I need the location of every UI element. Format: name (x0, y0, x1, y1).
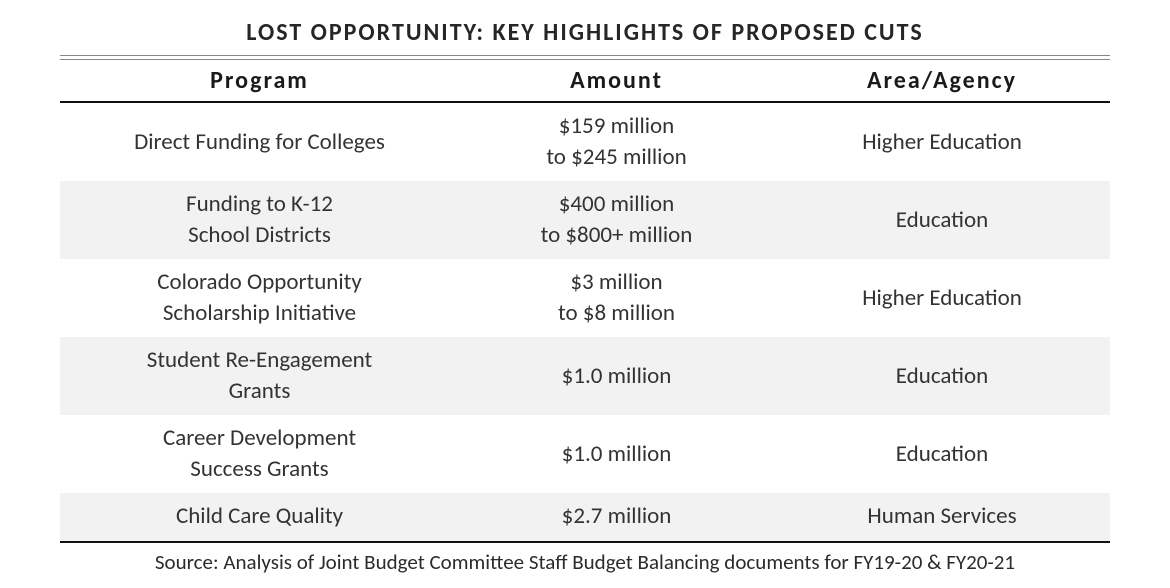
cuts-table: Program Amount Area/Agency Direct Fundin… (60, 60, 1110, 543)
cell-area: Education (774, 337, 1110, 415)
table-container: LOST OPPORTUNITY: KEY HIGHLIGHTS OF PROP… (60, 18, 1110, 575)
table-row: Direct Funding for Colleges $159 million… (60, 102, 1110, 181)
table-row: Student Re-Engagement Grants $1.0 millio… (60, 337, 1110, 415)
cell-amount: $400 million to $800+ million (459, 181, 774, 259)
source-note: Source: Analysis of Joint Budget Committ… (60, 543, 1110, 575)
table-title: LOST OPPORTUNITY: KEY HIGHLIGHTS OF PROP… (60, 18, 1110, 56)
table-row: Funding to K-12 School Districts $400 mi… (60, 181, 1110, 259)
cell-area: Education (774, 415, 1110, 493)
cell-program: Career Development Success Grants (60, 415, 459, 493)
cell-area: Higher Education (774, 102, 1110, 181)
col-header-amount: Amount (459, 60, 774, 102)
table-header-row: Program Amount Area/Agency (60, 60, 1110, 102)
cell-area: Human Services (774, 493, 1110, 541)
cell-amount: $1.0 million (459, 337, 774, 415)
cell-program: Child Care Quality (60, 493, 459, 541)
cell-program: Funding to K-12 School Districts (60, 181, 459, 259)
table-row: Child Care Quality $2.7 million Human Se… (60, 493, 1110, 541)
table-row: Colorado Opportunity Scholarship Initiat… (60, 259, 1110, 337)
col-header-area: Area/Agency (774, 60, 1110, 102)
cell-program: Student Re-Engagement Grants (60, 337, 459, 415)
cell-area: Higher Education (774, 259, 1110, 337)
table-row: Career Development Success Grants $1.0 m… (60, 415, 1110, 493)
col-header-program: Program (60, 60, 459, 102)
cell-area: Education (774, 181, 1110, 259)
cell-amount: $159 million to $245 million (459, 102, 774, 181)
cell-amount: $1.0 million (459, 415, 774, 493)
cell-amount: $2.7 million (459, 493, 774, 541)
cell-program: Colorado Opportunity Scholarship Initiat… (60, 259, 459, 337)
cell-amount: $3 million to $8 million (459, 259, 774, 337)
cell-program: Direct Funding for Colleges (60, 102, 459, 181)
